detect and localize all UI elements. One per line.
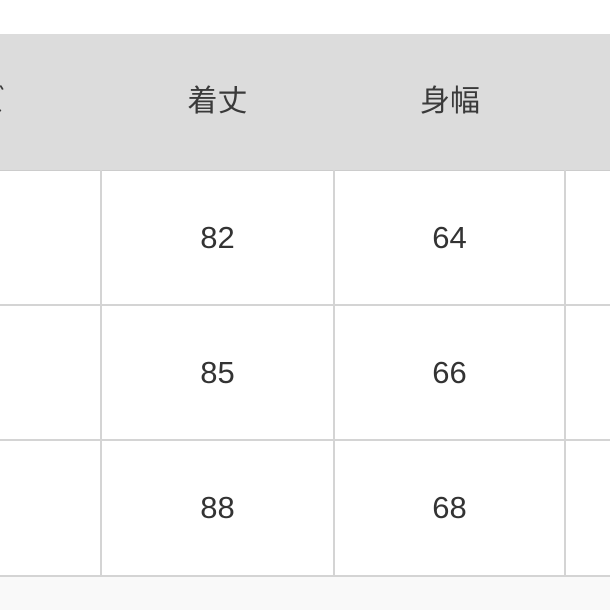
column-divider	[564, 170, 566, 577]
row-divider	[0, 304, 610, 306]
header-width: 身幅	[420, 84, 480, 119]
header-length: 着丈	[187, 84, 248, 119]
cell-width: 68	[432, 490, 467, 525]
row-divider	[0, 575, 610, 577]
column-divider	[333, 170, 335, 577]
table-header: ズ 着丈 身幅	[0, 34, 610, 171]
cell-width: 66	[432, 355, 467, 390]
below-table	[0, 577, 610, 610]
row-divider	[0, 439, 610, 441]
cell-length: 82	[200, 220, 235, 255]
cell-width: 64	[432, 220, 467, 255]
cell-length: 85	[200, 355, 235, 390]
header-size: ズ	[0, 34, 40, 170]
column-divider	[100, 170, 102, 577]
cell-length: 88	[200, 490, 235, 525]
